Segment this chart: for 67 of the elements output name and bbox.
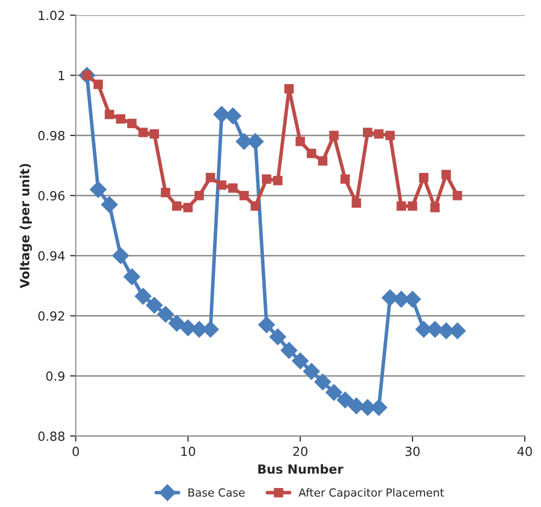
point — [442, 170, 451, 180]
point — [90, 181, 107, 198]
y-tick-label: 0.9 — [46, 371, 64, 381]
point — [269, 328, 286, 346]
point — [430, 202, 440, 212]
point — [228, 183, 238, 193]
x-tick-label: 30 — [406, 446, 420, 456]
point — [419, 172, 428, 182]
legend-label: After Capacitor Placement — [298, 488, 444, 499]
point — [374, 129, 384, 139]
x-tick-label: 10 — [181, 446, 196, 456]
point — [280, 342, 298, 359]
point — [306, 148, 316, 158]
point — [258, 316, 275, 334]
point — [336, 392, 354, 408]
point — [385, 130, 395, 140]
point — [303, 363, 320, 380]
point — [116, 114, 126, 124]
point — [340, 174, 350, 184]
point — [408, 201, 418, 211]
y-axis-title: Voltage (per unit) — [20, 164, 32, 288]
y-tick-label: 0.92 — [38, 311, 64, 321]
point — [194, 190, 204, 200]
point — [183, 202, 193, 212]
point — [362, 128, 372, 138]
x-tick-label: 20 — [293, 446, 308, 456]
point — [396, 201, 406, 211]
point — [326, 384, 342, 401]
point — [112, 247, 130, 264]
point — [150, 129, 160, 139]
point — [101, 196, 118, 213]
point — [292, 352, 309, 370]
point — [296, 136, 305, 146]
y-tick-label: 1.02 — [38, 10, 64, 20]
point — [262, 174, 272, 184]
point — [160, 188, 170, 198]
y-tick-label: 0.88 — [38, 431, 64, 441]
point — [224, 108, 242, 124]
point — [273, 176, 282, 186]
point — [329, 130, 339, 140]
y-tick-label: 0.94 — [38, 251, 65, 261]
point — [216, 180, 226, 190]
point — [172, 201, 182, 211]
point — [206, 172, 216, 182]
point — [94, 80, 103, 90]
point — [314, 374, 332, 390]
y-tick-label: 0.96 — [38, 191, 65, 200]
y-tick-label: 1 — [58, 70, 64, 80]
point — [104, 110, 114, 120]
point — [239, 190, 249, 200]
point — [146, 296, 163, 314]
point — [168, 314, 186, 332]
point — [284, 84, 294, 94]
point — [352, 198, 362, 208]
point — [127, 118, 137, 128]
point — [123, 268, 140, 286]
point — [318, 156, 328, 166]
y-tick-label: 0.98 — [38, 130, 64, 140]
x-tick-label: 0 — [72, 446, 79, 456]
x-axis-title: Bus Number — [258, 464, 344, 474]
point — [134, 288, 152, 305]
point — [250, 201, 260, 211]
x-tick-label: 40 — [517, 446, 532, 456]
point — [452, 190, 462, 200]
legend-label: Base Case — [188, 488, 245, 497]
point — [157, 306, 174, 323]
point — [138, 128, 148, 138]
